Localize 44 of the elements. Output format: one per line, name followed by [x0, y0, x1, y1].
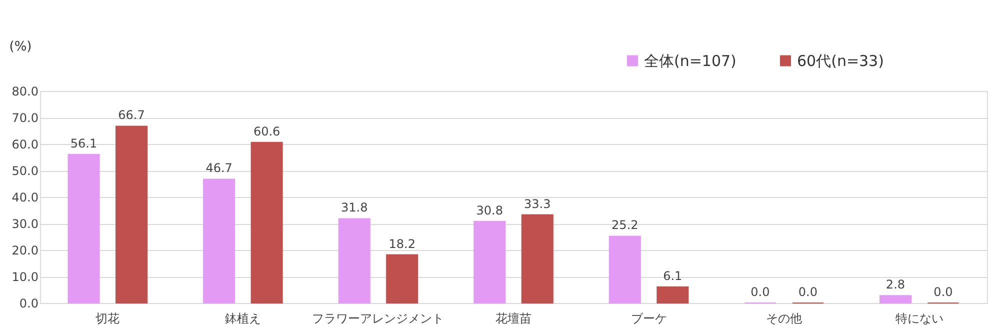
y-tick-label: 20.0 — [12, 244, 38, 258]
x-tick-label: フラワーアレンジメント — [312, 312, 444, 326]
y-tick-label: 0.0 — [19, 296, 38, 310]
y-tick-label: 50.0 — [12, 164, 38, 178]
y-tick-label: 30.0 — [12, 217, 38, 231]
data-label: 0.0 — [750, 285, 770, 299]
bar — [879, 295, 912, 304]
bar — [116, 126, 148, 304]
legend-label: 60代(n=33) — [797, 52, 884, 70]
bar — [386, 254, 418, 304]
data-label: 30.8 — [476, 203, 503, 218]
data-label: 6.1 — [663, 268, 682, 283]
data-label: 33.3 — [524, 196, 551, 211]
data-label: 46.7 — [206, 161, 232, 176]
data-label: 25.2 — [612, 218, 638, 232]
data-label: 60.6 — [253, 124, 280, 138]
bar — [608, 236, 641, 304]
bar — [68, 154, 100, 304]
data-label: 2.8 — [886, 278, 906, 292]
y-tick-label: 80.0 — [12, 84, 38, 98]
x-tick-label: その他 — [766, 312, 802, 326]
bar — [250, 142, 283, 304]
bar — [203, 178, 236, 304]
y-tick-label: 40.0 — [12, 190, 38, 204]
x-tick-label: 特にない — [895, 312, 944, 326]
x-tick-label: 花壇苗 — [496, 312, 532, 326]
x-tick-label: 切花 — [96, 312, 120, 326]
bar — [521, 214, 554, 304]
data-label: 66.7 — [118, 108, 145, 122]
data-label: 0.0 — [798, 285, 818, 299]
x-tick-label: 鉢植え — [224, 312, 261, 326]
bar — [474, 220, 506, 304]
y-axis-title: (%) — [9, 40, 32, 54]
y-tick-label: 10.0 — [12, 270, 38, 284]
data-label: 31.8 — [340, 200, 368, 215]
y-tick-label: 70.0 — [12, 111, 38, 125]
bar — [338, 218, 370, 304]
bar — [656, 286, 689, 304]
x-tick-label: ブーケ — [630, 312, 667, 326]
y-tick-label: 60.0 — [12, 138, 38, 152]
legend-label: 全体(n=107) — [644, 52, 736, 70]
data-label: 56.1 — [70, 136, 98, 150]
data-label: 0.0 — [934, 285, 953, 299]
data-label: 18.2 — [388, 236, 416, 251]
